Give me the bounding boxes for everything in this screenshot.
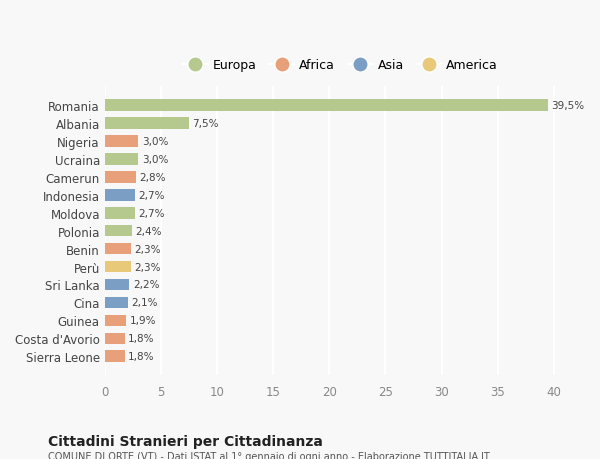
- Bar: [105, 100, 548, 112]
- Bar: [105, 297, 128, 308]
- Text: 1,9%: 1,9%: [130, 316, 156, 326]
- Bar: [105, 261, 131, 273]
- Bar: [105, 154, 139, 165]
- Bar: [105, 136, 139, 147]
- Bar: [105, 207, 135, 219]
- Text: 2,4%: 2,4%: [135, 226, 161, 236]
- Text: 2,7%: 2,7%: [139, 208, 165, 218]
- Bar: [105, 243, 131, 255]
- Bar: [105, 315, 126, 326]
- Legend: Europa, Africa, Asia, America: Europa, Africa, Asia, America: [179, 56, 502, 76]
- Text: 2,7%: 2,7%: [139, 190, 165, 200]
- Text: 2,3%: 2,3%: [134, 262, 160, 272]
- Text: 2,3%: 2,3%: [134, 244, 160, 254]
- Text: 1,8%: 1,8%: [128, 334, 155, 344]
- Text: 2,2%: 2,2%: [133, 280, 160, 290]
- Bar: [105, 190, 135, 201]
- Text: 1,8%: 1,8%: [128, 352, 155, 362]
- Bar: [105, 118, 189, 129]
- Text: COMUNE DI ORTE (VT) - Dati ISTAT al 1° gennaio di ogni anno - Elaborazione TUTTI: COMUNE DI ORTE (VT) - Dati ISTAT al 1° g…: [48, 451, 490, 459]
- Text: 2,8%: 2,8%: [140, 173, 166, 182]
- Bar: [105, 225, 131, 237]
- Text: 3,0%: 3,0%: [142, 137, 168, 146]
- Text: 7,5%: 7,5%: [192, 119, 219, 129]
- Bar: [105, 333, 125, 344]
- Text: 2,1%: 2,1%: [131, 298, 158, 308]
- Bar: [105, 279, 130, 291]
- Text: Cittadini Stranieri per Cittadinanza: Cittadini Stranieri per Cittadinanza: [48, 434, 323, 448]
- Text: 3,0%: 3,0%: [142, 155, 168, 164]
- Text: 39,5%: 39,5%: [551, 101, 584, 111]
- Bar: [105, 351, 125, 362]
- Bar: [105, 172, 136, 183]
